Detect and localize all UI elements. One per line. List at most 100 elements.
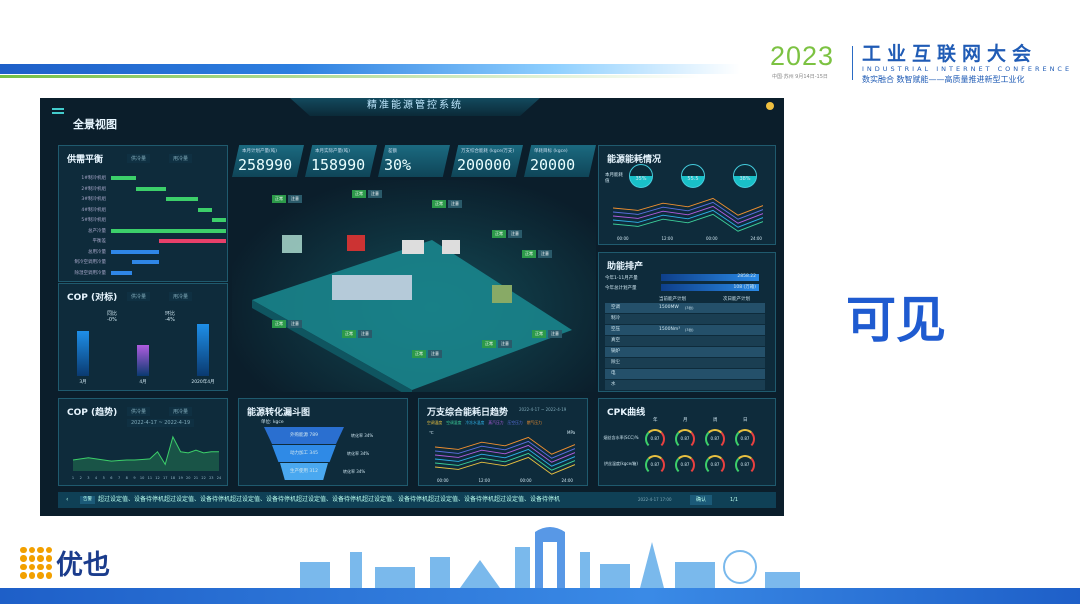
status-tag-warning[interactable]: 注意 [508, 230, 522, 238]
system-title: 精准能源管控系统 [290, 98, 540, 116]
row-name: 锅炉 [611, 349, 620, 354]
legend-item: 燃气压力 [526, 420, 542, 425]
funnel-stage: 外购能源 789 [264, 427, 344, 444]
status-tag-warning[interactable]: 注意 [538, 250, 552, 258]
row-name: 水 [611, 382, 616, 387]
series-line [435, 436, 575, 455]
status-tag-normal[interactable]: 正常 [492, 230, 506, 238]
row-name: 空调 [611, 305, 620, 310]
x-tick: 00:00 [437, 478, 449, 483]
series-line [613, 198, 763, 216]
alarm-text: 超过设定值、设备待停机超过设定值、设备待停机超过设定值、设备待停机超过设定值、设… [98, 496, 561, 503]
legend-item: 冷冻水温度 [465, 420, 485, 425]
series-line [435, 448, 575, 467]
kpi-card: 单耗目标 (kgce) 20000 [524, 145, 596, 177]
cop-bar [77, 330, 89, 376]
funnel-stage: 动力加工 345 [272, 445, 336, 462]
logo-divider [852, 46, 853, 80]
pagination[interactable]: 1/1 [730, 497, 739, 503]
cpk-gauge: 0.87 [735, 455, 755, 475]
x-tick: 4 [95, 476, 98, 480]
x-tick: 5 [103, 476, 105, 480]
status-tag-warning[interactable]: 注意 [448, 200, 462, 208]
energy-status-panel: 能源能耗情况 本月能耗值 35% 55.5 38% 00:00 12:00 00:00 2… [598, 145, 776, 245]
status-tag-warning[interactable]: 注意 [358, 330, 372, 338]
confirm-button[interactable]: 确认 [690, 495, 713, 505]
level-gauge: 38% [733, 164, 757, 188]
demand-select[interactable]: 用冷量 [169, 292, 193, 301]
balance-bar [111, 249, 160, 254]
demand-select[interactable]: 用冷量 [169, 154, 193, 163]
supply-select[interactable]: 供冷量 [127, 154, 151, 163]
date-range-picker[interactable]: 2022-4-17 ~ 2022-4-19 [127, 419, 195, 427]
mom-value: -4% [165, 317, 175, 323]
supply-select[interactable]: 供冷量 [127, 407, 151, 416]
brand-logo: 优也 [20, 543, 110, 582]
bar-label: 平衡差 [92, 239, 107, 244]
series-line [435, 452, 575, 471]
date-range-picker[interactable]: 2022-4-17 ~ 2022-4-19 [519, 407, 567, 412]
alarm-time: 2022-4-17 17:00 [638, 497, 672, 502]
status-tag-normal[interactable]: 正常 [522, 250, 536, 258]
legend-item: 空调湿度 [446, 420, 462, 425]
balance-bar [136, 186, 167, 191]
series-line [435, 440, 575, 459]
table-row: 锅炉 [605, 347, 765, 357]
cop-bar [137, 344, 149, 376]
bar-label: 3#制冷机组 [81, 197, 106, 202]
kpi-label: 本月计划产量(吨) [242, 149, 278, 154]
view-title: 全景视图 [73, 118, 117, 131]
left-unit: ℃ [429, 430, 434, 435]
kpi-value: 30% [384, 156, 412, 174]
status-tag-warning[interactable]: 注意 [288, 195, 302, 203]
status-tag-warning[interactable]: 注意 [288, 320, 302, 328]
chevron-left-icon[interactable]: ‹ [66, 496, 69, 503]
kpi-card: 本月计划产量(吨) 258990 [232, 145, 304, 177]
conversion-rate: 转化率 34% [351, 433, 374, 438]
bar-label: 2#制冷机组 [81, 186, 106, 192]
bulb-icon[interactable] [766, 102, 774, 110]
status-tag-warning[interactable]: 注意 [428, 350, 442, 358]
level-gauge: 55.5 [681, 164, 705, 188]
panel-title: 助能排产 [607, 262, 644, 272]
bar-label: 总产冷量 [88, 228, 106, 234]
legend-item: 压空压力 [507, 420, 523, 425]
table-row: 除尘 [605, 358, 765, 368]
bar-label: 总用冷量 [88, 249, 106, 255]
x-tick: 23 [209, 476, 213, 480]
row-name: 电 [611, 371, 616, 376]
gauge-label: 本月能耗值 [605, 173, 623, 184]
menu-icon[interactable] [52, 108, 64, 110]
x-tick: 9 [133, 476, 135, 480]
series-line [435, 444, 575, 463]
status-tag-warning[interactable]: 注意 [498, 340, 512, 348]
status-tag-normal[interactable]: 正常 [482, 340, 496, 348]
x-tick: 7 [118, 476, 120, 480]
status-tag-warning[interactable]: 注意 [548, 330, 562, 338]
factory-3d-scene[interactable]: 正常 注意 正常 注意 正常 注意 正常 注意 正常 注意 正常 注意 正常 注意 正常 注意 正常 注意 正常 注意 [232, 180, 596, 398]
bar-label: 1#制冷机组 [81, 176, 106, 181]
status-tag-normal[interactable]: 正常 [272, 320, 286, 328]
status-tag-warning[interactable]: 注意 [368, 190, 382, 198]
balance-bar [111, 176, 137, 180]
panel-title: 万支综合能耗日趋势 [427, 408, 509, 418]
status-tag-normal[interactable]: 正常 [342, 330, 356, 338]
conference-english: INDUSTRIAL INTERNET CONFERENCE [862, 65, 1073, 73]
right-unit: MPa [567, 430, 576, 435]
x-tick: 20 [186, 476, 190, 480]
cpk-gauge: 0.87 [645, 429, 665, 449]
conference-date: 中国·苏州 9月14日-15日 [772, 74, 828, 80]
status-tag-normal[interactable]: 正常 [532, 330, 546, 338]
status-tag-normal[interactable]: 正常 [432, 200, 446, 208]
kpi-label: 差额 [388, 149, 397, 154]
supply-select[interactable]: 供冷量 [127, 292, 151, 301]
panel-title: 能源转化漏斗图 [247, 408, 311, 418]
demand-select[interactable]: 用冷量 [169, 407, 193, 416]
row-value: 1500Nm³ [659, 327, 681, 332]
panel-title: COP (对标) [67, 293, 118, 303]
slide-caption: 可见 [846, 291, 946, 349]
status-tag-normal[interactable]: 正常 [352, 190, 366, 198]
status-tag-normal[interactable]: 正常 [272, 195, 286, 203]
cop-trend-chart: 1 2 3 4 5 6 7 8 9 10 11 12 17 18 19 20 21 22 23 24 [72, 435, 222, 480]
status-tag-normal[interactable]: 正常 [412, 350, 426, 358]
